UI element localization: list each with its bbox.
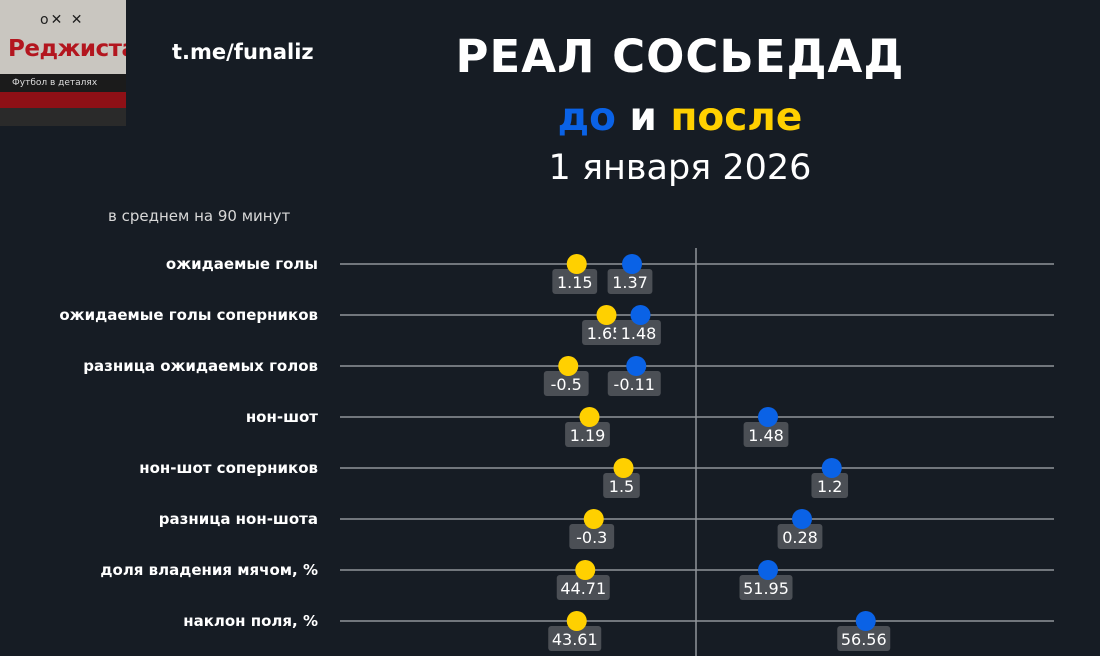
logo-dark-stripe	[0, 108, 126, 126]
value-label-box	[743, 422, 789, 447]
value-label-box	[837, 626, 891, 651]
value-label-box	[607, 269, 653, 294]
data-point-after: -0.3	[569, 509, 615, 549]
dot-after	[575, 560, 596, 580]
logo-tagline: Футбол в деталях	[0, 74, 126, 92]
dot-after	[566, 254, 587, 274]
row-label: нон-шот	[245, 408, 318, 426]
data-point-after: 43.61	[548, 611, 602, 651]
dot-before	[792, 509, 812, 529]
dot-before	[758, 560, 778, 580]
value-label: 0.28	[782, 528, 818, 547]
value-label: 44.71	[560, 579, 606, 598]
value-label: -0.3	[576, 528, 607, 547]
dot-after	[596, 305, 617, 325]
data-point-before: -0.11	[607, 356, 661, 396]
value-label-box	[543, 371, 589, 396]
tactics-icon: o✕ ✕	[40, 12, 85, 28]
value-label-box	[565, 422, 610, 447]
logo-name: Реджиста	[8, 36, 126, 62]
dot-before	[758, 407, 778, 427]
value-label: 1.37	[612, 273, 648, 292]
value-label: 1.5	[609, 477, 634, 496]
row-label: наклон поля, %	[183, 612, 318, 630]
value-label-box	[777, 524, 823, 549]
value-label: 1.15	[557, 273, 593, 292]
value-label: 56.56	[841, 630, 887, 649]
dot-after	[566, 611, 587, 631]
data-point-before: 1.48	[743, 407, 789, 447]
value-label-box	[607, 371, 661, 396]
per90-note: в среднем на 90 минут	[108, 207, 291, 225]
data-point-before: 1.37	[607, 254, 653, 294]
row-label: нон-шот соперников	[139, 459, 318, 477]
value-label: -0.5	[551, 375, 582, 394]
page-title: РЕАЛ СОСЬЕДАД	[455, 30, 905, 83]
value-label-box	[548, 626, 602, 651]
value-label-box	[552, 269, 598, 294]
dot-before	[622, 254, 642, 274]
dot-before	[630, 305, 651, 325]
dot-after	[579, 407, 600, 427]
data-point-after: 1.65	[582, 305, 627, 345]
logo-red-stripe	[0, 92, 126, 108]
dot-before	[855, 611, 876, 631]
date-label: 1 января 2026	[548, 148, 812, 188]
data-point-after: 1.19	[565, 407, 610, 447]
data-point-before: 0.28	[777, 509, 823, 549]
value-label: 1.65	[587, 324, 623, 343]
data-point-before: 51.95	[739, 560, 793, 600]
value-label-box	[811, 473, 849, 498]
value-label-box	[556, 575, 610, 600]
dot-before	[821, 458, 842, 478]
value-label: 1.2	[817, 477, 842, 496]
data-point-before: 56.56	[837, 611, 891, 651]
data-point-after: -0.5	[543, 356, 589, 396]
value-label-box	[739, 575, 793, 600]
dot-after	[613, 458, 634, 478]
value-label: 1.19	[570, 426, 606, 445]
data-point-before: 1.2	[811, 458, 849, 498]
row-label: ожидаемые голы	[165, 255, 318, 273]
data-point-after: 44.71	[556, 560, 610, 600]
and-word: и	[629, 95, 657, 140]
data-point-before: 1.48	[616, 305, 661, 345]
value-label-box	[603, 473, 640, 498]
row-label: ожидаемые голы соперников	[59, 306, 318, 324]
value-label: -0.11	[614, 375, 655, 394]
value-label: 1.48	[621, 324, 657, 343]
channel-link[interactable]: t.me/funaliz	[172, 40, 314, 64]
row-label: доля владения мячом, %	[100, 561, 318, 579]
before-word: до	[557, 95, 616, 140]
data-point-after: 1.15	[552, 254, 598, 294]
value-label-box	[582, 320, 627, 345]
dot-before	[626, 356, 647, 376]
row-label: разница ожидаемых голов	[83, 357, 318, 375]
value-label-box	[569, 524, 615, 549]
after-word: после	[670, 95, 803, 140]
subtitle: до и после	[430, 95, 930, 140]
dot-after	[583, 509, 604, 529]
row-label: разница нон-шота	[158, 510, 318, 528]
value-label: 1.48	[748, 426, 784, 445]
value-label: 43.61	[552, 630, 598, 649]
value-label: 51.95	[743, 579, 789, 598]
value-label-box	[616, 320, 661, 345]
logo: o✕ ✕ Реджиста Футбол в деталях	[0, 0, 126, 126]
data-point-after: 1.5	[603, 458, 640, 498]
dot-after	[558, 356, 579, 376]
